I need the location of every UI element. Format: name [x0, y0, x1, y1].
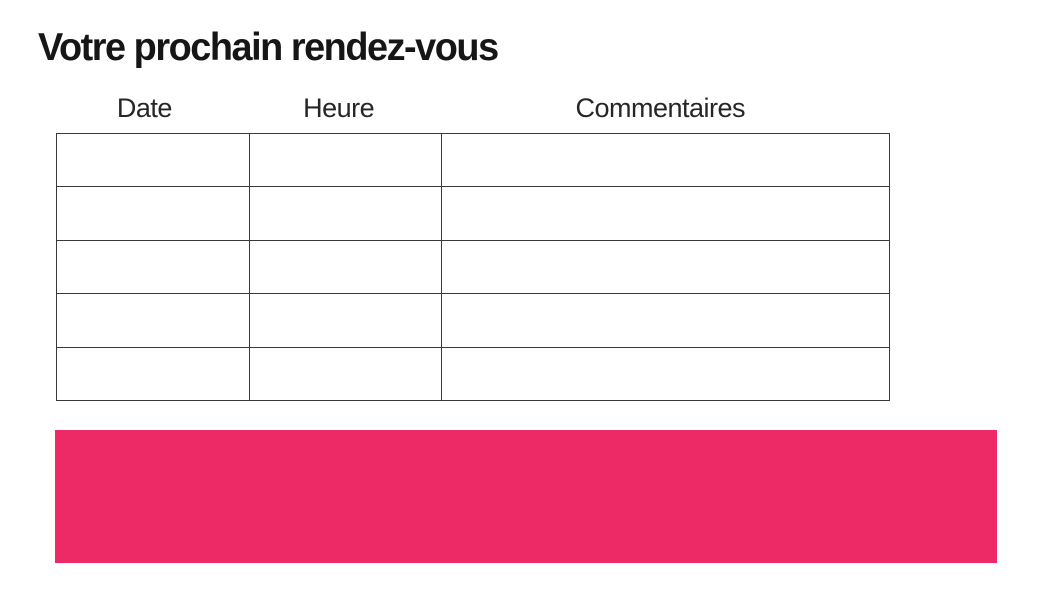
- appointments-table: [56, 132, 890, 401]
- table-cell: [56, 239, 250, 295]
- table-cell: [56, 293, 250, 348]
- table-cell: [249, 239, 442, 295]
- table-row: [56, 132, 890, 188]
- appointments-table-body: [56, 132, 890, 401]
- table-cell: [249, 132, 442, 188]
- table-cell: [441, 239, 890, 295]
- table-cell: [56, 132, 250, 188]
- table-row: [56, 186, 890, 241]
- table-cell: [56, 346, 250, 401]
- table-cell: [441, 293, 890, 348]
- table-row: [56, 346, 890, 401]
- table-row: [56, 239, 890, 295]
- table-header-row: Date Heure Commentaires: [47, 93, 885, 124]
- table-cell: [56, 186, 250, 241]
- table-cell: [441, 132, 890, 188]
- column-header-commentaires: Commentaires: [575, 93, 746, 123]
- table-cell: [249, 293, 442, 348]
- table-cell: [249, 186, 442, 241]
- highlight-banner: [55, 430, 997, 563]
- column-header-date: Date: [116, 93, 173, 123]
- column-header-heure: Heure: [303, 93, 375, 123]
- page-title: Votre prochain rendez-vous: [38, 26, 499, 69]
- table-cell: [441, 186, 890, 241]
- table-cell: [249, 346, 442, 401]
- table-cell: [441, 346, 890, 401]
- table-row: [56, 293, 890, 348]
